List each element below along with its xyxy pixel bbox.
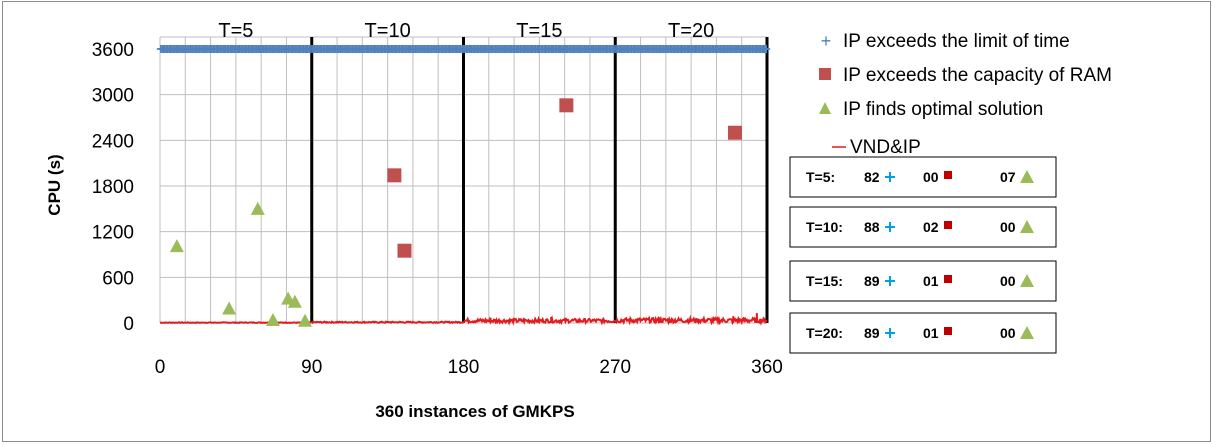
triangle-icon [1020,326,1034,339]
x-tick-label: 0 [155,357,166,378]
y-tick-label: 1800 [92,177,134,198]
optimal-series [169,201,313,327]
y-tick-label: 0 [123,314,134,335]
triangle-icon [1020,274,1034,287]
summary-box: T=5: 82 00 07 [789,156,1057,198]
triangle-marker [250,201,265,215]
summary-optimal-count: 00 [1000,219,1016,235]
triangle-icon [1020,170,1034,183]
segment-labels: T=5 T=10 T=15 T=20 [218,20,714,42]
square-marker-icon [819,68,831,80]
legend-label: IP finds optimal solution [843,99,1043,120]
segment-label: T=15 [516,20,562,42]
plus-marker-icon: + [821,31,832,51]
summary-box-label: T=10: [806,219,843,235]
plus-icon [885,172,895,182]
summary-optimal-count: 00 [1000,325,1016,341]
plus-icon [885,276,895,286]
legend-item-time-limit: + IP exceeds the limit of time [821,31,1070,52]
x-tick-label: 360 [751,357,783,378]
summary-optimal-count: 00 [1000,273,1016,289]
summary-box: T=20: 89 01 00 [789,312,1057,354]
legend-label: IP exceeds the limit of time [843,31,1070,52]
summary-ram-count: 01 [923,325,939,341]
triangle-marker [222,301,237,315]
square-marker [559,98,574,113]
triangle-marker [287,294,302,308]
y-tick-label: 2400 [92,131,134,152]
summary-box-label: T=15: [806,273,843,289]
summary-box-border [789,206,1057,248]
summary-optimal-count: 07 [1000,169,1016,185]
y-tick-label: 600 [102,268,134,289]
segment-label: T=5 [218,20,253,42]
triangle-marker [298,313,313,327]
triangle-marker [169,239,184,253]
y-axis-label: CPU (s) [45,154,64,215]
y-tick-label: 1200 [92,223,134,244]
square-icon [944,221,952,229]
summary-box: T=10: 88 02 00 [789,206,1057,248]
x-tick-label: 180 [448,357,480,378]
summary-box-border [789,312,1057,354]
plus-icon [885,222,895,232]
square-marker [397,243,412,258]
plus-icon [885,328,895,338]
summary-time-count: 88 [864,219,880,235]
time-limit-series [156,45,771,53]
legend-item-ram: IP exceeds the capacity of RAM [819,65,1112,86]
square-icon [944,327,952,335]
square-marker [387,168,402,183]
segment-label: T=10 [365,20,411,42]
square-marker [727,125,742,140]
legend-label: IP exceeds the capacity of RAM [843,65,1112,86]
square-icon [944,171,952,179]
legend-item-vnd-ip: VND&IP [832,137,921,158]
legend-item-optimal: IP finds optimal solution [819,99,1043,120]
summary-ram-count: 02 [923,219,939,235]
x-tick-label: 270 [599,357,631,378]
summary-ram-count: 00 [923,169,939,185]
x-axis-label: 360 instances of GMKPS [375,402,574,421]
summary-box: T=15: 89 01 00 [789,260,1057,302]
y-tick-label: 3600 [92,40,134,61]
summary-time-count: 89 [864,325,880,341]
series-layer [156,45,771,327]
plus-marker [762,45,771,53]
summary-box-border [789,156,1057,198]
vnd-ip-line [160,314,768,326]
legend-label: VND&IP [850,137,921,158]
triangle-marker [265,312,280,326]
segment-label: T=20 [668,20,714,42]
legend: + IP exceeds the limit of time IP exceed… [819,31,1112,158]
ram-series [387,98,742,258]
summary-time-count: 82 [864,169,880,185]
x-tick-label: 90 [301,357,322,378]
triangle-icon [1020,220,1034,233]
triangle-marker-icon [819,102,831,114]
segment-separators [310,37,769,323]
square-icon [944,275,952,283]
summary-box-border [789,260,1057,302]
summary-box-label: T=5: [806,169,835,185]
summary-ram-count: 01 [923,273,939,289]
summary-box-label: T=20: [806,325,843,341]
y-tick-label: 3000 [92,86,134,107]
summary-time-count: 89 [864,273,880,289]
summary-boxes: T=5: 82 00 07 T=10: 88 02 00 T=15: 89 01 00 T=20: 89 0… [789,156,1057,354]
